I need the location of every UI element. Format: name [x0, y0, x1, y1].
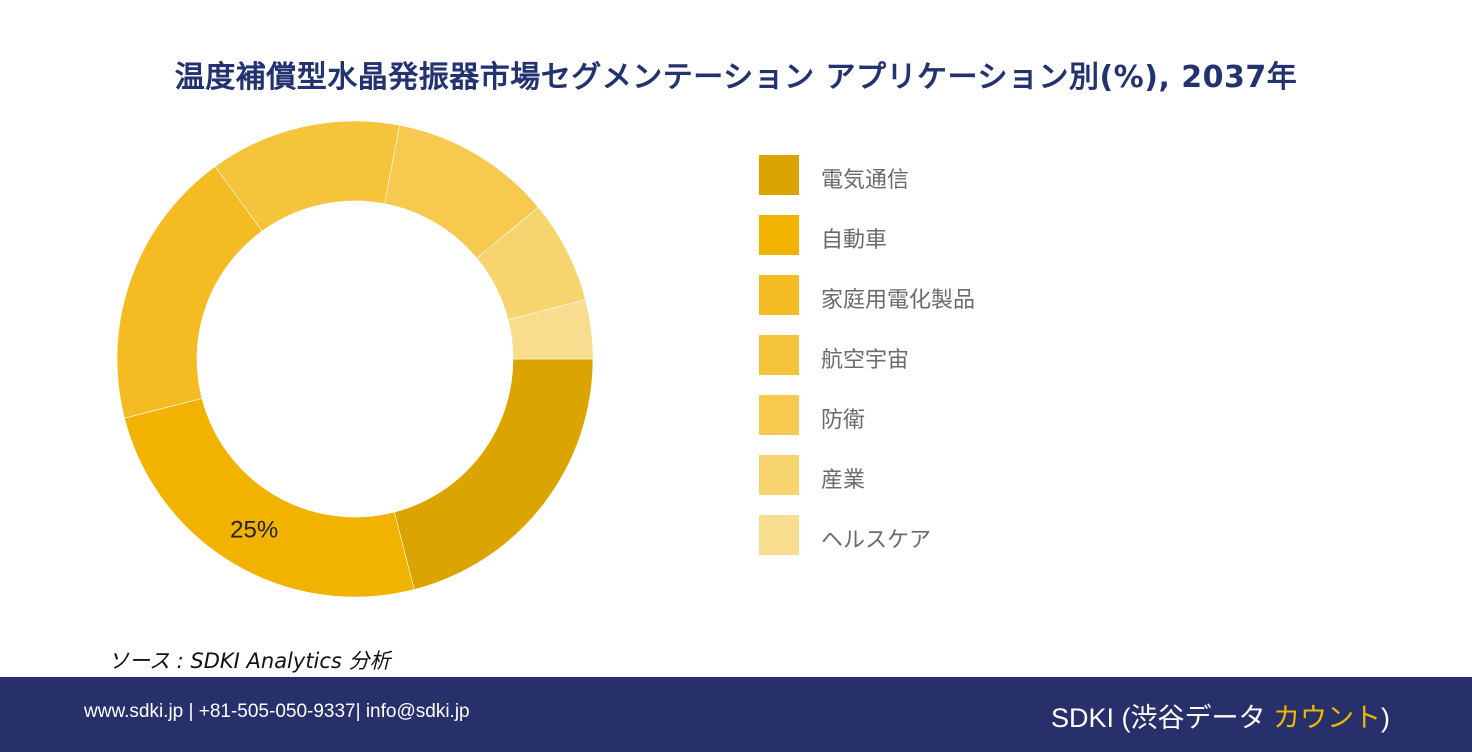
legend-swatch [759, 215, 799, 255]
footer-brand: SDKI (渋谷データ カウント) [1051, 696, 1390, 735]
legend-label: ヘルスケア [821, 528, 932, 553]
legend-swatch [759, 455, 799, 495]
brand-accent: カウント [1273, 703, 1381, 733]
chart-title: 温度補償型水晶発振器市場セグメンテーション アプリケーション別(%), 2037… [174, 60, 1298, 95]
donut-chart: 25% [116, 120, 594, 598]
legend-swatch [759, 515, 799, 555]
legend-label: 家庭用電化製品 [821, 288, 976, 313]
donut-slice-consumer-electronics [116, 166, 263, 419]
source-note: ソース : SDKI Analytics 分析 [108, 649, 391, 673]
legend-label: 防衛 [821, 408, 866, 433]
donut-slice-healthcare [507, 299, 594, 360]
data-label-automotive: 25% [230, 516, 278, 543]
footer-bar: www.sdki.jp | +81-505-050-9337| info@sdk… [0, 677, 1472, 752]
legend-swatch [759, 335, 799, 375]
legend-label: 産業 [821, 468, 866, 493]
donut-slice-telecom [393, 358, 594, 590]
footer-contact: www.sdki.jp | +81-505-050-9337| info@sdk… [84, 701, 470, 722]
legend-swatch [759, 155, 799, 195]
legend-label: 航空宇宙 [821, 348, 910, 373]
brand-prefix: SDKI (渋谷データ [1050, 703, 1273, 733]
legend-label: 自動車 [821, 228, 888, 253]
brand-suffix: ) [1381, 703, 1390, 733]
legend-swatch [759, 395, 799, 435]
legend-swatch [759, 275, 799, 315]
donut-slice-automotive [124, 397, 415, 598]
legend-label: 電気通信 [821, 168, 910, 193]
